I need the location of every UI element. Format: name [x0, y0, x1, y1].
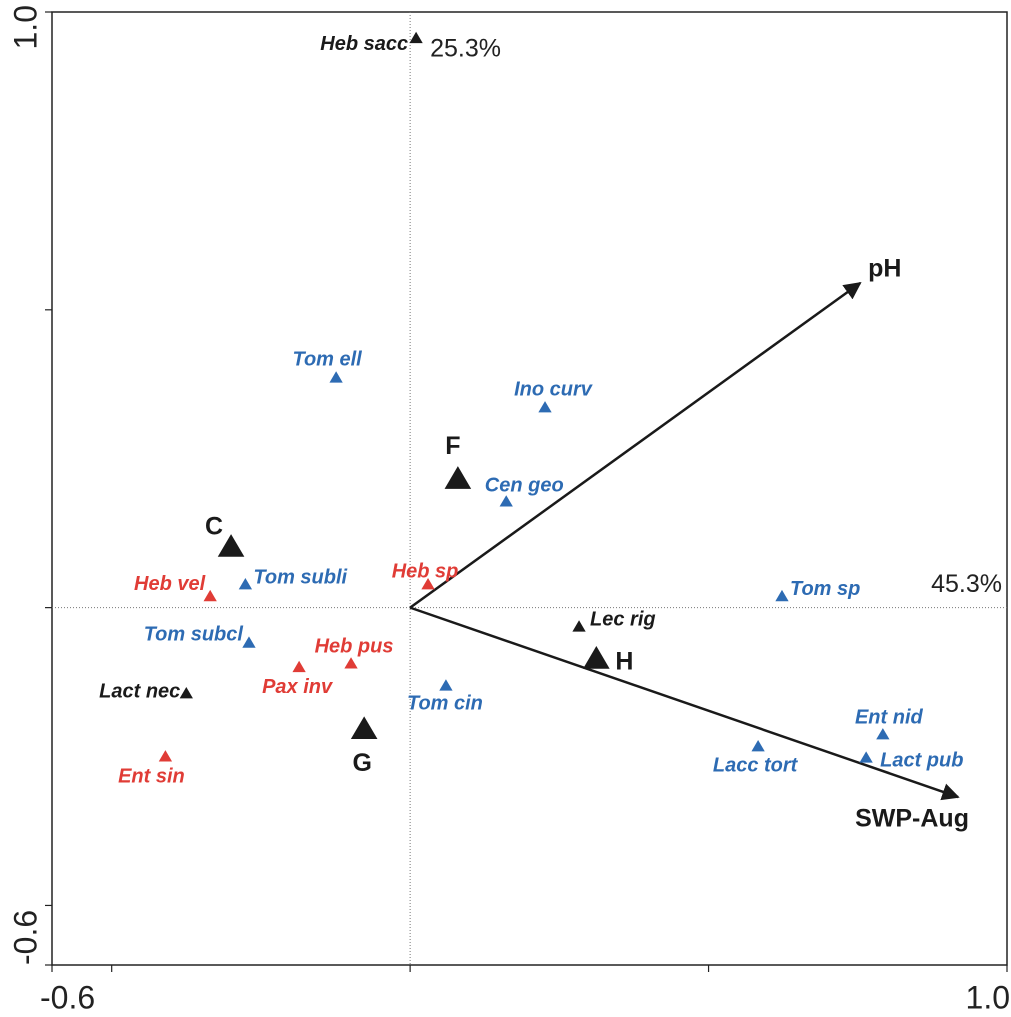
- species-label: Tom subcl: [144, 624, 244, 646]
- arrow-label: SWP-Aug: [855, 805, 969, 833]
- species-label: Heb pus: [315, 635, 394, 657]
- site-label: C: [205, 513, 223, 541]
- species-point: [572, 620, 586, 632]
- site-label: H: [615, 648, 633, 676]
- arrow-label: pH: [868, 255, 901, 283]
- species-point: [238, 577, 253, 590]
- species-label: Tom sp: [790, 578, 860, 600]
- species-label: Ent sin: [118, 765, 185, 787]
- species-label: Tom cin: [407, 693, 483, 715]
- species-label: Tom ell: [292, 349, 362, 371]
- species-point: [179, 686, 193, 699]
- species-label: Ent nid: [855, 706, 924, 728]
- species-point: [439, 679, 453, 691]
- species-point: [292, 660, 306, 673]
- species-point: [242, 636, 256, 648]
- env-arrow: [409, 606, 960, 801]
- species-label: Heb sacc: [320, 33, 408, 55]
- species-label: Lacc tort: [713, 754, 799, 776]
- axis-annotation: 45.3%: [931, 570, 1002, 598]
- species-label: Lact nec: [99, 680, 180, 702]
- species-point: [538, 401, 552, 413]
- species-point: [751, 740, 765, 752]
- species-point: [409, 31, 423, 44]
- species-label: Tom subli: [253, 566, 347, 588]
- plot-frame: [51, 11, 1008, 966]
- species-label: Lact pub: [880, 750, 963, 772]
- species-label: Lec rig: [590, 609, 656, 631]
- site-point: [217, 534, 245, 557]
- site-point: [444, 466, 472, 489]
- site-label: F: [445, 432, 460, 460]
- species-point: [203, 589, 217, 602]
- species-point: [859, 751, 873, 763]
- species-label: Heb vel: [134, 573, 206, 595]
- species-point: [344, 657, 358, 669]
- x-tick-label: 1.0: [966, 979, 1010, 1015]
- site-point: [350, 716, 378, 740]
- species-point: [499, 495, 513, 507]
- x-tick-label: -0.6: [40, 979, 95, 1015]
- site-point: [583, 646, 610, 669]
- site-label: G: [352, 749, 371, 777]
- y-tick-label: 1.0: [7, 5, 43, 49]
- y-tick-label: -0.6: [7, 910, 43, 965]
- species-point: [775, 589, 789, 602]
- species-label: Ino curv: [514, 378, 594, 400]
- species-point: [876, 728, 890, 740]
- species-label: Pax inv: [262, 676, 334, 698]
- species-point: [421, 577, 435, 590]
- species-point: [158, 750, 173, 762]
- species-point: [329, 371, 343, 383]
- species-label: Heb sp: [392, 560, 459, 582]
- axis-annotation: 25.3%: [430, 35, 501, 63]
- species-label: Cen geo: [485, 474, 564, 496]
- env-arrow: [409, 281, 862, 609]
